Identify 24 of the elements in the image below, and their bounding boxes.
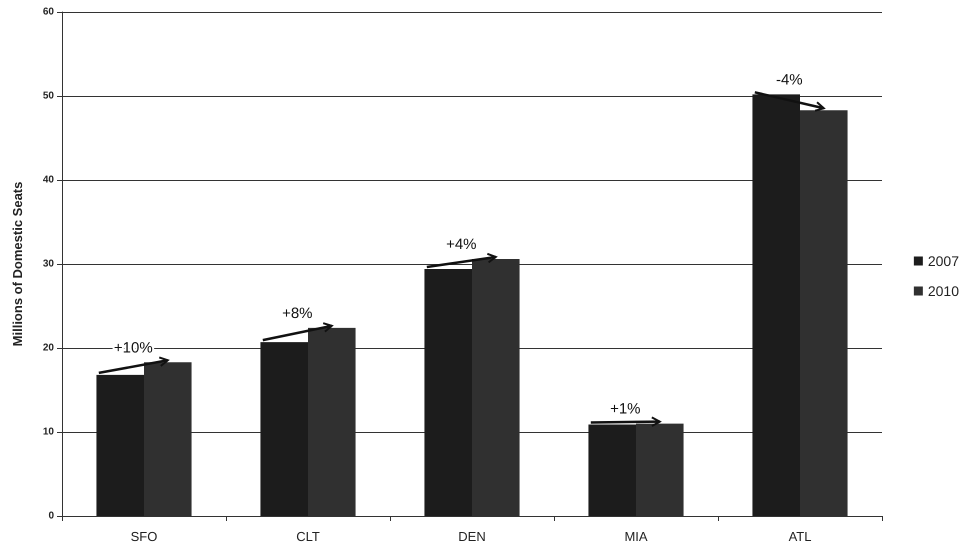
y-tick-label: 10: [42, 426, 54, 438]
legend-label: 2010: [928, 283, 960, 299]
y-tick-label: 0: [48, 510, 54, 522]
annotation: +8%: [282, 304, 313, 322]
y-tick-label: 50: [42, 90, 54, 102]
x-tick-label: SFO: [130, 529, 158, 544]
bar: [424, 269, 472, 516]
y-tick-label: 20: [42, 342, 54, 354]
annotation: -4%: [776, 71, 803, 88]
y-tick-label: 40: [42, 174, 54, 186]
x-tick-label: DEN: [458, 529, 486, 544]
bar: [96, 374, 144, 516]
annotation: +4%: [446, 236, 477, 253]
y-tick-label: 60: [42, 6, 54, 18]
x-tick-label: MIA: [624, 529, 648, 544]
annotation: +1%: [610, 400, 641, 418]
y-tick-label: 30: [42, 258, 54, 270]
bar: [588, 424, 636, 516]
x-tick-label: CLT: [296, 529, 320, 544]
bar: [260, 342, 308, 516]
x-tick-label: ATL: [788, 529, 812, 544]
y-axis-title: Millions of Domestic Seats: [10, 182, 25, 346]
bar: [752, 94, 800, 516]
legend-label: 2007: [928, 253, 960, 269]
